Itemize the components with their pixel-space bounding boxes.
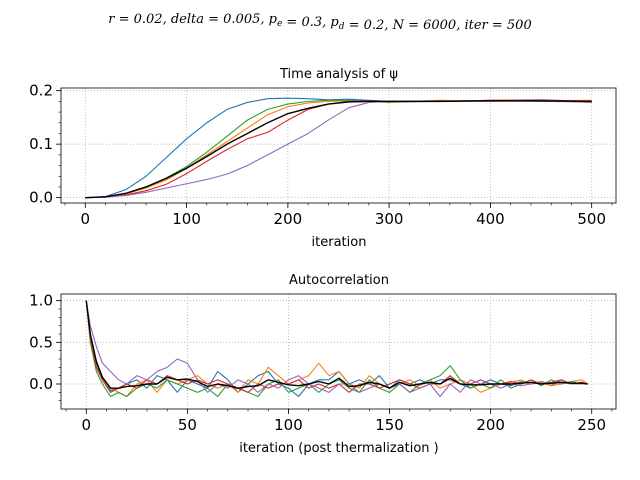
autocorrelation-series-line-4 — [85, 300, 588, 398]
time-analysis-xlabel: iteration — [312, 235, 367, 250]
autocorrelation-x-tick-label: 150 — [375, 416, 404, 434]
time-analysis-x-tick-label: 200 — [274, 210, 303, 228]
autocorrelation-series-line-3 — [85, 300, 588, 393]
time-analysis-series-line-4 — [85, 99, 592, 199]
autocorrelation-x-tick-label: 0 — [81, 416, 91, 434]
time-analysis-x-tick-label: 0 — [81, 210, 91, 228]
time-analysis-x-tick-label: 400 — [476, 210, 505, 228]
time-analysis-axes-frame — [60, 87, 617, 204]
time-analysis-series-line-0 — [85, 97, 592, 199]
autocorrelation-title: Autocorrelation — [289, 273, 389, 288]
time-analysis-y-tick-label: 0.0 — [29, 189, 53, 207]
time-analysis-x-tick-label: 500 — [577, 210, 606, 228]
time-analysis-x-tick-label: 300 — [375, 210, 404, 228]
figure-suptitle: r = 0.02, delta = 0.005, pe = 0.3, pd = … — [108, 12, 531, 33]
autocorrelation-panel: Autocorrelation iteration (post thermali… — [29, 273, 617, 456]
autocorrelation-x-tick-label: 100 — [274, 416, 303, 434]
autocorrelation-x-tick-label: 200 — [476, 416, 505, 434]
time-analysis-series-line-5 — [85, 100, 592, 199]
time-analysis-series-line-2 — [85, 99, 592, 199]
autocorrelation-series-line-5 — [85, 300, 588, 389]
autocorrelation-axes-frame — [60, 293, 617, 410]
autocorrelation-y-tick-label: 0.5 — [29, 333, 53, 351]
time-analysis-panel: Time analysis of ψ iteration 0 100 200 300 4… — [29, 67, 617, 250]
autocorrelation-x-tick-label: 250 — [577, 416, 606, 434]
time-analysis-y-tick-label: 0.2 — [29, 82, 53, 100]
autocorrelation-y-tick-label: 1.0 — [29, 292, 53, 310]
autocorrelation-xlabel: iteration (post thermalization ) — [239, 441, 439, 456]
time-analysis-title: Time analysis of ψ — [279, 67, 398, 82]
time-analysis-series-line-1 — [85, 99, 592, 199]
time-analysis-y-tick-label: 0.1 — [29, 135, 53, 153]
time-analysis-x-tick-label: 100 — [172, 210, 201, 228]
autocorrelation-y-tick-label: 0.0 — [29, 375, 53, 393]
autocorrelation-x-tick-label: 50 — [178, 416, 197, 434]
